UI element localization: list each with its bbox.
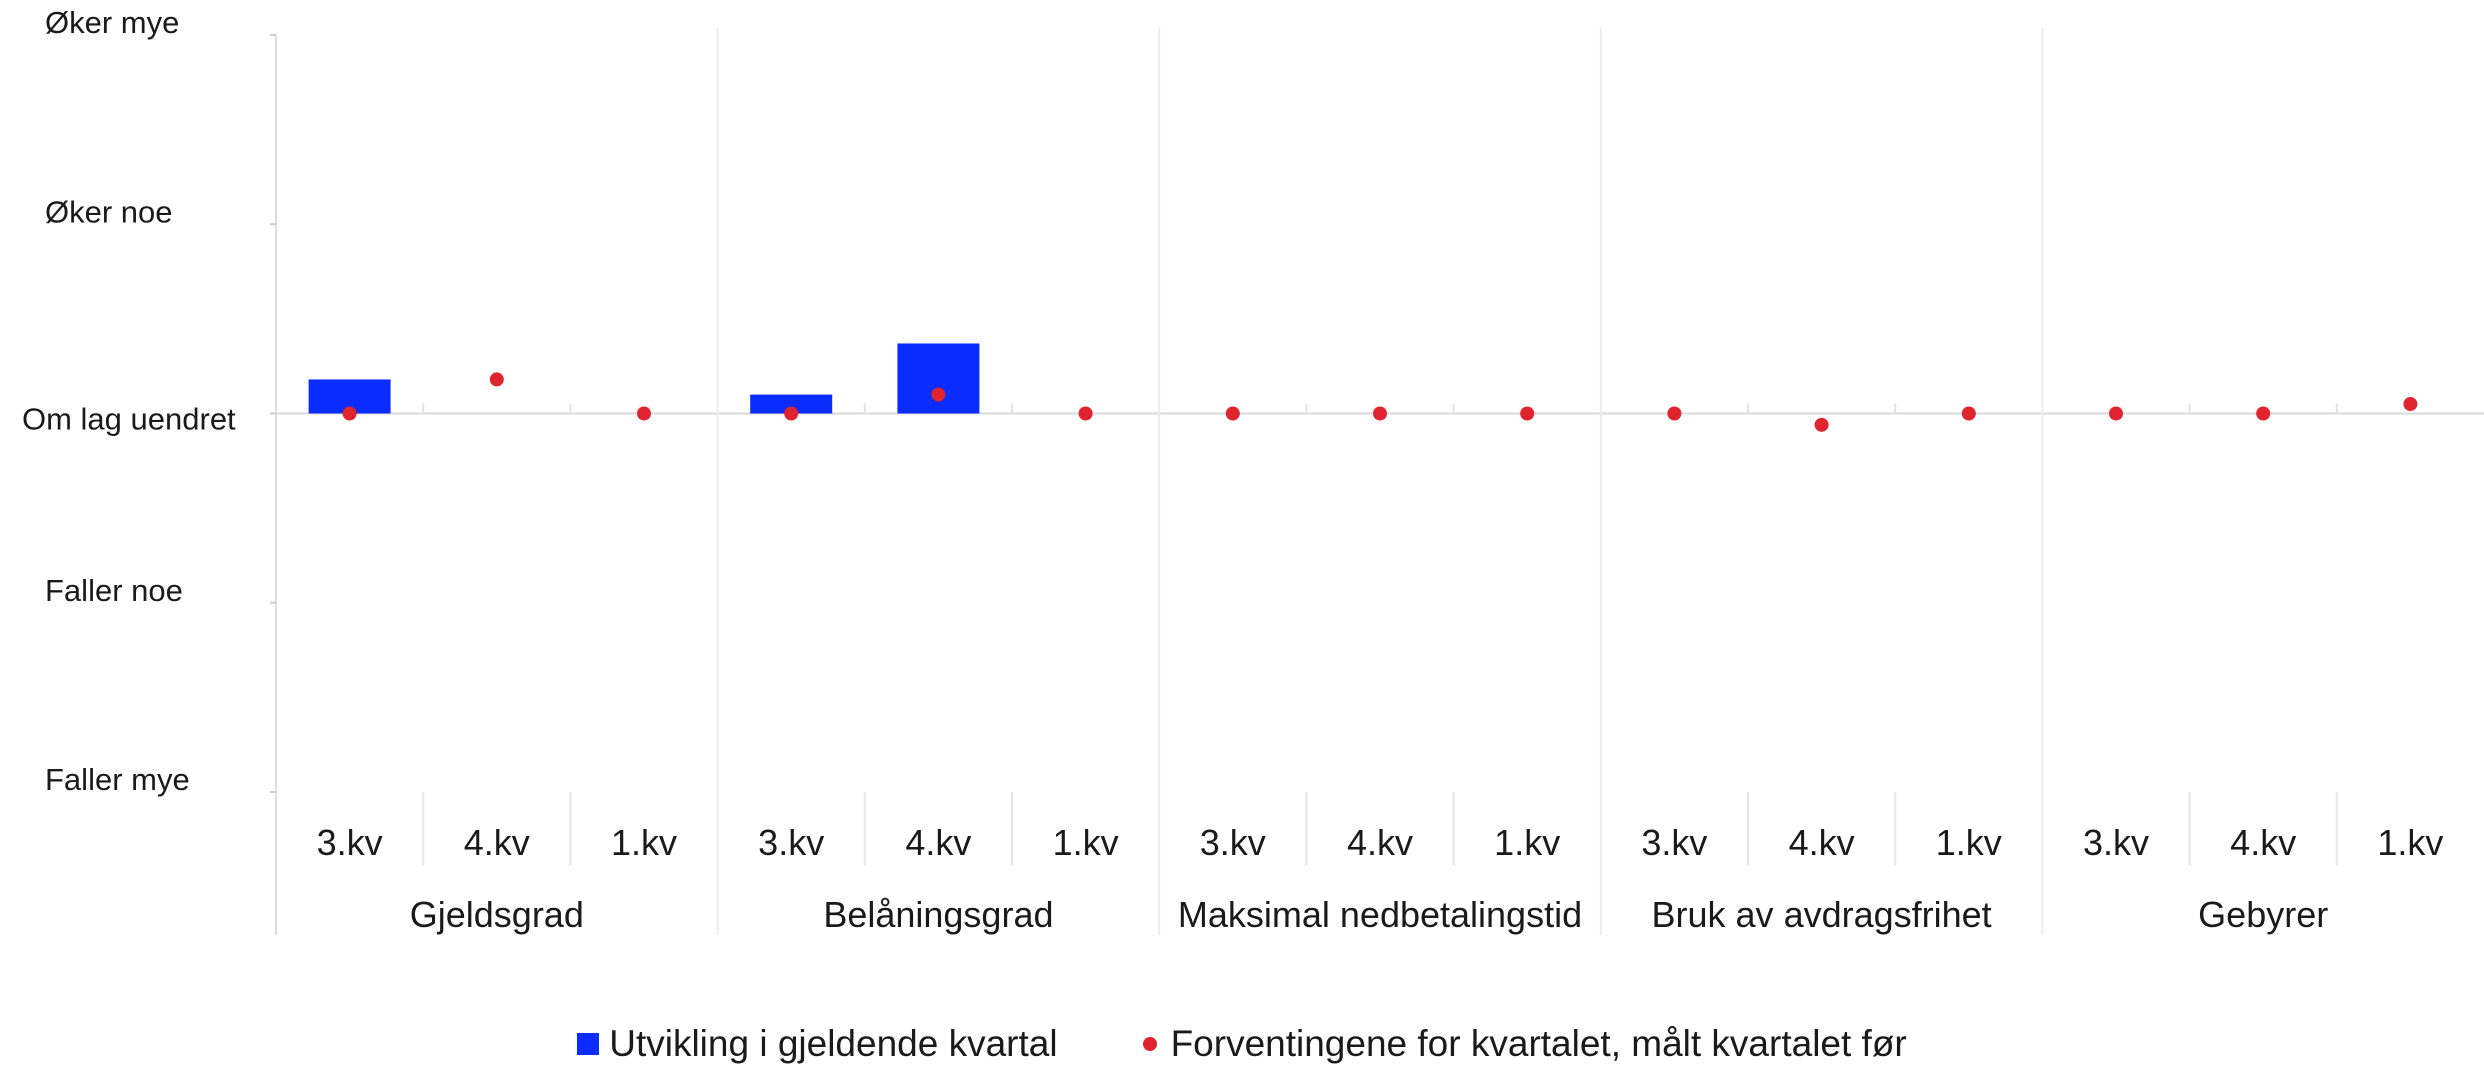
dot <box>1814 417 1829 432</box>
x-tick-label: 1.kv <box>2377 822 2443 863</box>
y-tick-label: Faller noe <box>45 573 183 608</box>
axes <box>270 28 2484 935</box>
bar <box>750 394 833 414</box>
x-tick-label: 4.kv <box>1789 822 1855 863</box>
x-tick-label: 3.kv <box>1200 822 1266 863</box>
x-tick-label: 3.kv <box>1641 822 1707 863</box>
y-tick-label: Om lag uendret <box>22 402 236 437</box>
chart: Faller mye Faller noe Om lag uendret Øker n… <box>22 5 2484 935</box>
legend-item-bar: Utvikling i gjeldende kvartal <box>577 1023 1058 1065</box>
legend-item-dot: Forventingene for kvartalet, målt kvarta… <box>1142 1023 1907 1065</box>
dot <box>1520 406 1535 421</box>
y-tick-label: Øker mye <box>45 5 179 40</box>
dots <box>342 372 2418 432</box>
x-tick-label: 3.kv <box>317 822 383 863</box>
x-group-label: Bruk av avdragsfrihet <box>1652 894 1992 935</box>
bars <box>308 343 980 414</box>
x-group-label: Gebyrer <box>2198 894 2328 935</box>
y-tick-label: Øker noe <box>45 194 173 229</box>
x-group-label: Gjeldsgrad <box>410 894 584 935</box>
x-tick-label: 4.kv <box>905 822 971 863</box>
x-tick-label: 1.kv <box>611 822 677 863</box>
labels: Faller mye Faller noe Om lag uendret Øker n… <box>22 5 2443 935</box>
x-tick-label: 1.kv <box>1053 822 1119 863</box>
legend-swatch-dot <box>1142 1037 1157 1051</box>
legend-swatch-bar <box>577 1033 600 1055</box>
bar <box>897 343 980 414</box>
x-tick-label: 4.kv <box>1347 822 1413 863</box>
dot <box>342 406 357 421</box>
dot <box>1225 406 1240 421</box>
x-tick-label: 3.kv <box>2083 822 2149 863</box>
x-tick-label: 3.kv <box>758 822 824 863</box>
x-group-label: Belåningsgrad <box>823 894 1053 935</box>
dot <box>637 406 651 421</box>
dot <box>1961 406 1976 421</box>
dot <box>1078 406 1093 421</box>
dot <box>931 387 946 402</box>
x-tick-label: 1.kv <box>1936 822 2002 863</box>
dot <box>784 406 799 421</box>
dot <box>2109 406 2123 421</box>
dot <box>1373 406 1387 421</box>
x-group-label: Maksimal nedbetalingstid <box>1178 894 1582 935</box>
x-tick-label: 4.kv <box>2230 822 2296 863</box>
x-tick-label: 4.kv <box>464 822 530 863</box>
legend: Utvikling i gjeldende kvartal Forventing… <box>0 1020 2484 1068</box>
dot <box>2256 406 2271 421</box>
dot <box>489 372 504 387</box>
legend-label-bar: Utvikling i gjeldende kvartal <box>609 1023 1058 1064</box>
x-tick-label: 1.kv <box>1494 822 1560 863</box>
dot <box>1667 406 1682 421</box>
legend-label-dot: Forventingene for kvartalet, målt kvarta… <box>1170 1023 1907 1064</box>
dot <box>2403 397 2418 412</box>
y-tick-label: Faller mye <box>45 762 190 797</box>
